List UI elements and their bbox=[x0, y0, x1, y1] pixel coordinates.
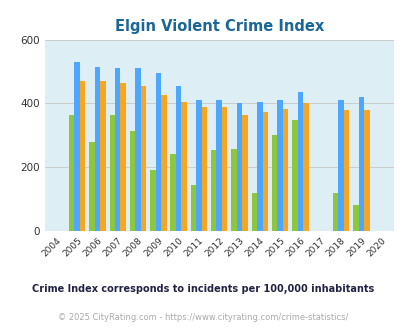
Bar bbox=[242, 115, 247, 231]
Bar bbox=[222, 107, 227, 231]
Bar bbox=[181, 102, 186, 231]
Bar bbox=[201, 107, 207, 231]
Bar bbox=[262, 112, 267, 231]
Bar bbox=[211, 150, 216, 231]
Bar bbox=[80, 81, 85, 231]
Bar bbox=[332, 193, 337, 231]
Bar bbox=[196, 100, 201, 231]
Bar bbox=[120, 82, 126, 231]
Bar bbox=[236, 103, 242, 231]
Bar bbox=[141, 86, 146, 231]
Bar bbox=[231, 149, 236, 231]
Bar bbox=[352, 206, 358, 231]
Bar bbox=[282, 109, 288, 231]
Bar bbox=[303, 103, 308, 231]
Bar bbox=[216, 100, 222, 231]
Bar bbox=[175, 86, 181, 231]
Bar bbox=[109, 115, 115, 231]
Bar bbox=[271, 135, 277, 231]
Bar bbox=[337, 100, 343, 231]
Text: Crime Index corresponds to incidents per 100,000 inhabitants: Crime Index corresponds to incidents per… bbox=[32, 284, 373, 294]
Title: Elgin Violent Crime Index: Elgin Violent Crime Index bbox=[114, 19, 323, 34]
Bar bbox=[256, 102, 262, 231]
Bar bbox=[69, 115, 74, 231]
Bar bbox=[363, 111, 369, 231]
Bar bbox=[94, 67, 100, 231]
Bar bbox=[170, 154, 175, 231]
Bar bbox=[150, 170, 155, 231]
Bar bbox=[161, 95, 166, 231]
Text: © 2025 CityRating.com - https://www.cityrating.com/crime-statistics/: © 2025 CityRating.com - https://www.city… bbox=[58, 313, 347, 322]
Bar bbox=[130, 130, 135, 231]
Bar bbox=[277, 100, 282, 231]
Bar bbox=[292, 120, 297, 231]
Bar bbox=[135, 68, 141, 231]
Bar bbox=[115, 68, 120, 231]
Bar bbox=[74, 62, 80, 231]
Bar bbox=[343, 110, 348, 231]
Bar bbox=[155, 73, 161, 231]
Bar bbox=[190, 185, 196, 231]
Bar bbox=[297, 92, 303, 231]
Bar bbox=[358, 97, 363, 231]
Bar bbox=[100, 81, 105, 231]
Bar bbox=[89, 142, 94, 231]
Bar bbox=[251, 193, 256, 231]
